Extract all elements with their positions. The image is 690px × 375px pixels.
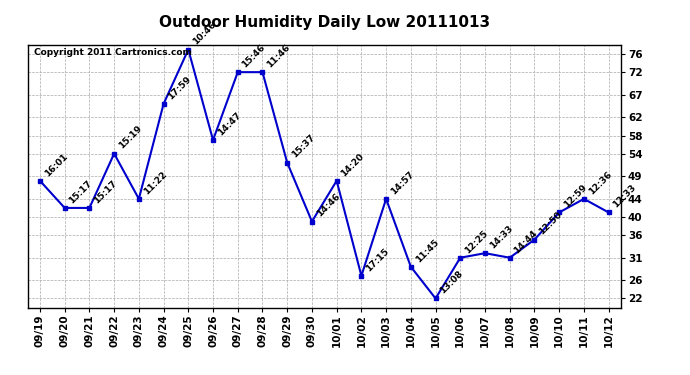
Text: 12:36: 12:36 bbox=[586, 170, 613, 196]
Text: 11:46: 11:46 bbox=[265, 43, 292, 69]
Text: 14:33: 14:33 bbox=[488, 224, 515, 251]
Text: 15:46: 15:46 bbox=[241, 43, 267, 69]
Text: 16:01: 16:01 bbox=[43, 152, 69, 178]
Text: 17:59: 17:59 bbox=[166, 74, 193, 101]
Text: 12:33: 12:33 bbox=[611, 183, 638, 210]
Text: Copyright 2011 Cartronics.com: Copyright 2011 Cartronics.com bbox=[34, 48, 191, 57]
Text: 11:45: 11:45 bbox=[413, 237, 440, 264]
Text: 10:46: 10:46 bbox=[191, 20, 218, 47]
Text: 12:59: 12:59 bbox=[562, 183, 589, 210]
Text: 11:22: 11:22 bbox=[141, 170, 168, 196]
Text: 14:20: 14:20 bbox=[339, 152, 366, 178]
Text: 15:37: 15:37 bbox=[290, 133, 317, 160]
Text: 14:44: 14:44 bbox=[513, 228, 540, 255]
Text: 13:08: 13:08 bbox=[438, 269, 465, 296]
Text: 14:47: 14:47 bbox=[216, 110, 243, 137]
Text: 12:25: 12:25 bbox=[463, 228, 490, 255]
Text: 15:17: 15:17 bbox=[92, 178, 119, 205]
Text: 15:17: 15:17 bbox=[68, 178, 94, 205]
Text: 14:57: 14:57 bbox=[389, 170, 415, 196]
Text: 12:50: 12:50 bbox=[538, 210, 564, 237]
Text: 17:15: 17:15 bbox=[364, 246, 391, 273]
Text: 14:46: 14:46 bbox=[315, 192, 342, 219]
Text: 15:19: 15:19 bbox=[117, 124, 144, 151]
Text: Outdoor Humidity Daily Low 20111013: Outdoor Humidity Daily Low 20111013 bbox=[159, 15, 490, 30]
